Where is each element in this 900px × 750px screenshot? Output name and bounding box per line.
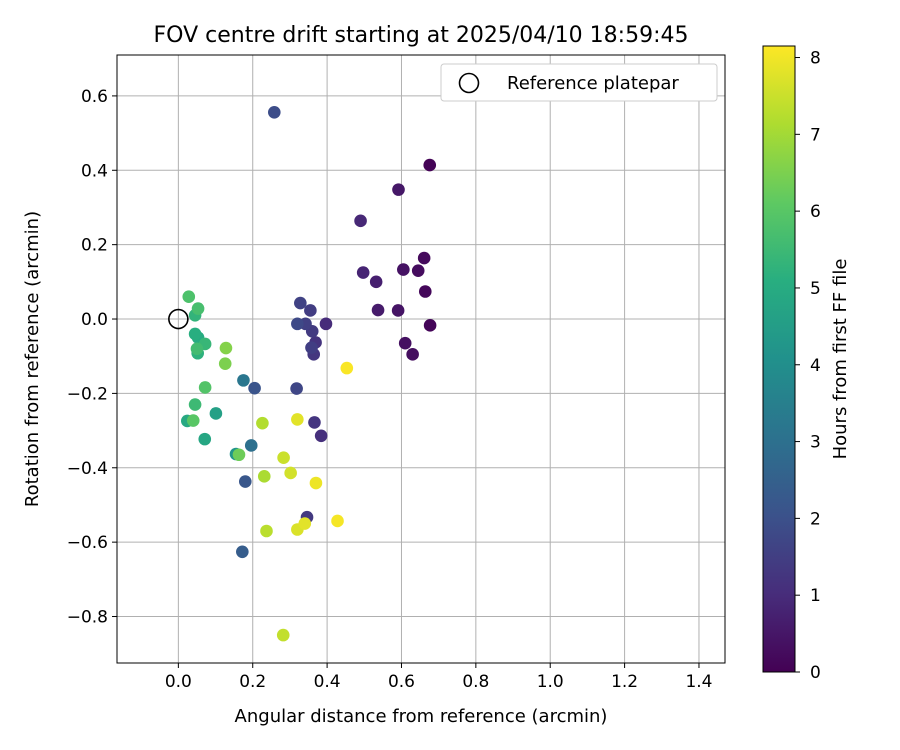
data-point xyxy=(423,319,437,332)
axes: 0.0 0.2 0.4 0.6 0.8 1.0 1.2 1.4 0.6 0.4 0.2 0.0 −0.2… xyxy=(67,87,713,692)
legend-box xyxy=(440,63,718,102)
data-point xyxy=(267,105,281,119)
y-tick-label: 0.4 xyxy=(81,161,108,181)
y-tick-label: −0.4 xyxy=(67,459,108,479)
data-point xyxy=(248,381,261,395)
data-point xyxy=(340,361,354,375)
data-point xyxy=(188,398,202,411)
colorbar-label: Hours from first FF file xyxy=(830,259,851,460)
data-point xyxy=(257,470,271,483)
x-tick-label: 1.2 xyxy=(611,672,638,692)
data-point xyxy=(369,275,383,289)
data-point xyxy=(305,341,318,354)
data-point xyxy=(291,413,304,426)
data-point xyxy=(397,263,410,276)
data-point xyxy=(398,336,412,350)
y-axis-label: Rotation from reference (arcmin) xyxy=(22,211,43,507)
data-point xyxy=(331,514,344,528)
plot-frame xyxy=(116,54,726,664)
data-point xyxy=(188,327,202,341)
y-tick-label: 0.2 xyxy=(81,236,108,256)
data-point xyxy=(314,429,328,443)
data-point xyxy=(198,432,212,446)
data-point xyxy=(219,341,233,355)
x-tick-label: 0.8 xyxy=(462,672,489,692)
data-point xyxy=(309,476,323,490)
data-point xyxy=(392,183,405,196)
data-point xyxy=(256,416,269,430)
x-tick-label: 1.0 xyxy=(537,672,564,692)
colorbar-tick-label: 5 xyxy=(810,279,821,299)
data-point xyxy=(319,317,333,331)
colorbar-tick-label: 1 xyxy=(810,586,821,606)
x-axis-label: Angular distance from reference (arcmin) xyxy=(235,706,608,727)
data-point xyxy=(423,158,437,172)
x-tick-label: 1.4 xyxy=(685,672,712,692)
data-point xyxy=(198,381,212,394)
data-point xyxy=(304,304,317,317)
colorbar-tick-label: 7 xyxy=(810,125,821,145)
data-point xyxy=(371,303,385,317)
data-point xyxy=(260,524,273,538)
data-point xyxy=(244,439,258,452)
x-tick-label: 0.6 xyxy=(388,672,415,692)
grid-lines xyxy=(117,55,725,663)
data-point xyxy=(294,296,307,310)
colorbar-tick-label: 8 xyxy=(810,49,821,69)
data-point xyxy=(237,374,250,387)
data-point xyxy=(182,290,196,304)
data-point xyxy=(284,466,297,480)
data-point xyxy=(186,414,200,427)
colorbar-tick-label: 2 xyxy=(810,509,821,529)
data-point xyxy=(191,302,205,315)
colorbar: 0 1 2 3 4 5 6 7 8 Hours from first FF file xyxy=(762,45,851,683)
y-tick-label: 0.6 xyxy=(81,87,108,107)
scatter-points xyxy=(180,105,437,642)
y-tick-label: −0.8 xyxy=(67,608,108,628)
colorbar-gradient xyxy=(762,45,796,673)
data-point xyxy=(276,628,290,642)
reference-layer xyxy=(168,308,189,330)
data-point xyxy=(277,451,290,465)
colorbar-tick-label: 3 xyxy=(810,433,821,453)
y-tick-label: 0.0 xyxy=(81,310,108,330)
x-tick-label: 0.2 xyxy=(239,672,266,692)
data-point xyxy=(236,545,249,559)
legend-reference-label: Reference platepar xyxy=(507,73,679,94)
colorbar-tick-label: 6 xyxy=(810,202,821,222)
data-point xyxy=(209,407,223,420)
data-point xyxy=(298,517,312,530)
data-point xyxy=(418,285,432,298)
colorbar-tick-label: 4 xyxy=(810,356,821,376)
legend: Reference platepar xyxy=(440,63,718,102)
data-point xyxy=(406,348,419,361)
data-point xyxy=(232,448,246,462)
y-tick-label: −0.2 xyxy=(67,384,108,404)
legend-reference-marker xyxy=(458,72,480,94)
reference-platepar-marker xyxy=(168,308,189,330)
colorbar-tick-label: 0 xyxy=(810,663,821,683)
colorbar-ticks: 0 1 2 3 4 5 6 7 8 xyxy=(795,49,821,683)
data-point xyxy=(356,266,370,279)
data-point xyxy=(291,317,304,331)
y-tick-label: −0.6 xyxy=(67,533,108,553)
data-point xyxy=(308,416,321,429)
x-tick-label: 0.4 xyxy=(314,672,341,692)
chart-title: FOV centre drift starting at 2025/04/10 … xyxy=(154,23,689,48)
data-point xyxy=(354,214,367,228)
data-point xyxy=(190,342,204,356)
data-point xyxy=(218,357,232,370)
data-point xyxy=(391,304,405,317)
data-point xyxy=(238,475,252,488)
data-point xyxy=(411,264,425,277)
data-point xyxy=(290,382,303,395)
data-point xyxy=(417,251,431,265)
x-tick-label: 0.0 xyxy=(165,672,192,692)
